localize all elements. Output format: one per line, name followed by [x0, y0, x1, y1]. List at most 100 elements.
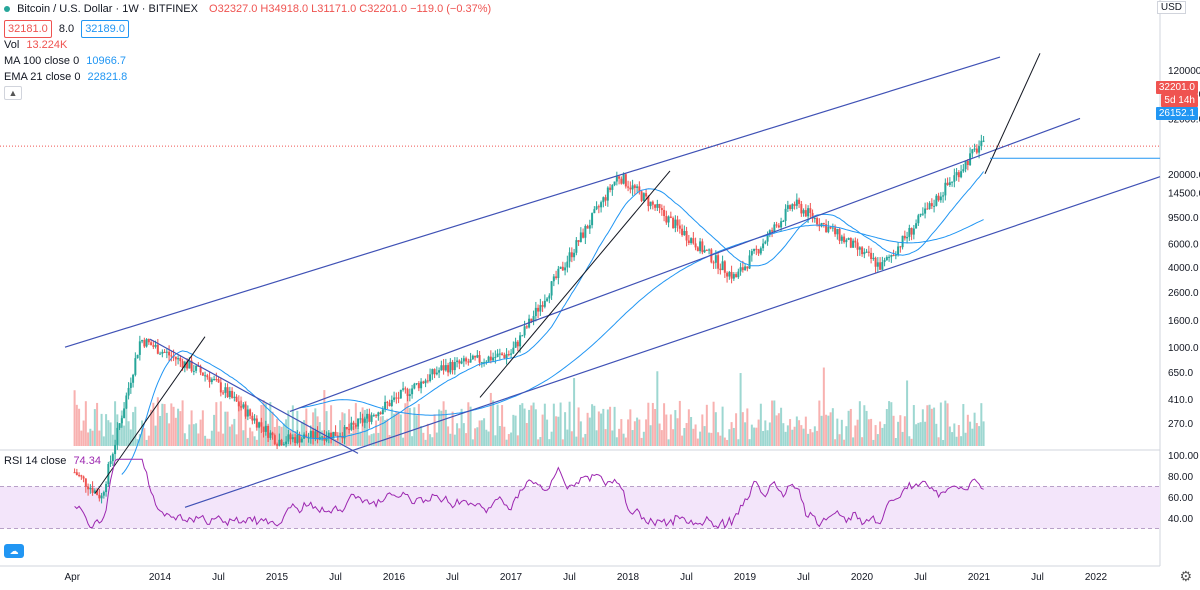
candle-body: [312, 430, 315, 439]
candle-body: [170, 355, 173, 357]
collapse-legend-button[interactable]: ▲: [4, 86, 22, 100]
volume-bar: [143, 428, 146, 446]
volume-bar: [636, 417, 639, 446]
candle-body: [168, 351, 171, 356]
candle-body: [447, 365, 450, 373]
candle-body: [876, 262, 879, 267]
volume-bar: [645, 419, 648, 446]
candle-body: [449, 361, 452, 373]
volume-bar: [719, 435, 722, 446]
volume-bar: [534, 409, 537, 446]
volume-bar: [741, 412, 744, 446]
candle-body: [105, 484, 108, 493]
sell-button[interactable]: 32181.0: [4, 20, 52, 38]
time-tick-label: Jul: [1031, 572, 1044, 583]
volume-bar: [782, 423, 785, 446]
time-tick-label: 2014: [149, 572, 172, 583]
price-tick-label: 270.0: [1168, 419, 1193, 430]
candle-body: [213, 378, 216, 380]
volume-bar: [858, 401, 861, 446]
candle-body: [429, 374, 432, 382]
candle-body: [420, 381, 423, 389]
volume-bar: [370, 434, 373, 446]
volume-bar: [449, 433, 452, 446]
candle-body: [249, 409, 252, 416]
currency-label[interactable]: USD: [1156, 1, 1186, 14]
candle-body: [143, 340, 146, 347]
settings-gear-icon[interactable]: ⚙: [1179, 568, 1192, 584]
candle-body: [159, 353, 162, 355]
candle-body: [820, 223, 823, 227]
volume-bar: [579, 421, 582, 446]
volume-bar: [795, 416, 798, 446]
volume-bar: [703, 426, 706, 446]
candle-body: [674, 219, 677, 229]
buy-button[interactable]: 32189.0: [81, 20, 129, 38]
volume-bar: [834, 439, 837, 446]
candle-body: [640, 191, 643, 201]
candle-body: [201, 372, 204, 376]
volume-bar: [948, 426, 951, 446]
spread-value: 8.0: [58, 23, 75, 35]
candle-body: [973, 148, 976, 150]
volume-bar: [917, 422, 920, 446]
volume-bar: [921, 409, 924, 446]
symbol-title[interactable]: Bitcoin / U.S. Dollar · 1W · BITFINEX: [17, 3, 198, 15]
candle-body: [771, 230, 774, 232]
volume-bar: [631, 430, 634, 446]
volume-bar: [780, 407, 783, 446]
candle-body: [903, 235, 906, 239]
volume-bar: [528, 409, 531, 446]
volume-bar: [361, 407, 364, 446]
candle-body: [901, 235, 904, 248]
volume-bar: [557, 416, 560, 446]
candle-body: [645, 193, 648, 197]
volume-bar: [442, 401, 445, 446]
candle-body: [678, 225, 681, 229]
candle-body: [406, 389, 409, 396]
volume-bar: [298, 437, 301, 446]
volume-bar: [575, 436, 578, 446]
volume-bar: [91, 430, 94, 446]
vol-legend[interactable]: Vol 13.224K: [4, 38, 67, 52]
channel-lower-line: [184, 176, 1161, 508]
volume-bar: [381, 415, 384, 446]
volume-bar: [89, 428, 92, 446]
candle-body: [586, 226, 589, 229]
volume-bar: [161, 403, 164, 446]
rsi-tick-label: 80.00: [1168, 472, 1193, 483]
volume-bar: [624, 437, 627, 446]
volume-bar: [300, 421, 303, 446]
ema-legend[interactable]: EMA 21 close 0 22821.8: [4, 70, 127, 84]
ma-legend[interactable]: MA 100 close 0 10966.7: [4, 54, 126, 68]
volume-bar: [789, 419, 792, 446]
rsi-tick-label: 40.00: [1168, 514, 1193, 525]
volume-bar: [285, 419, 288, 446]
volume-bar: [777, 413, 780, 446]
volume-bar: [690, 416, 693, 446]
candle-body: [492, 357, 495, 361]
volume-bar: [876, 434, 879, 446]
volume-bar: [811, 432, 814, 446]
rsi-legend[interactable]: RSI 14 close 74.34: [4, 454, 101, 468]
candle-body: [314, 431, 317, 439]
candle-body: [811, 213, 814, 219]
candle-body: [408, 394, 411, 396]
candle-body: [296, 434, 299, 443]
candle-body: [566, 261, 569, 268]
candle-body: [287, 434, 290, 442]
volume-bar: [955, 436, 958, 446]
volume-bar: [775, 415, 778, 446]
candle-body: [730, 271, 733, 279]
volume-bar: [80, 430, 83, 446]
candle-body: [498, 353, 501, 355]
volume-bar: [867, 419, 870, 446]
volume-bar: [406, 394, 409, 446]
vol-label: Vol: [4, 39, 20, 51]
volume-bar: [820, 415, 823, 446]
tradingview-logo-icon[interactable]: ☁: [4, 544, 24, 558]
candle-body: [879, 262, 882, 270]
candle-body: [611, 185, 614, 190]
